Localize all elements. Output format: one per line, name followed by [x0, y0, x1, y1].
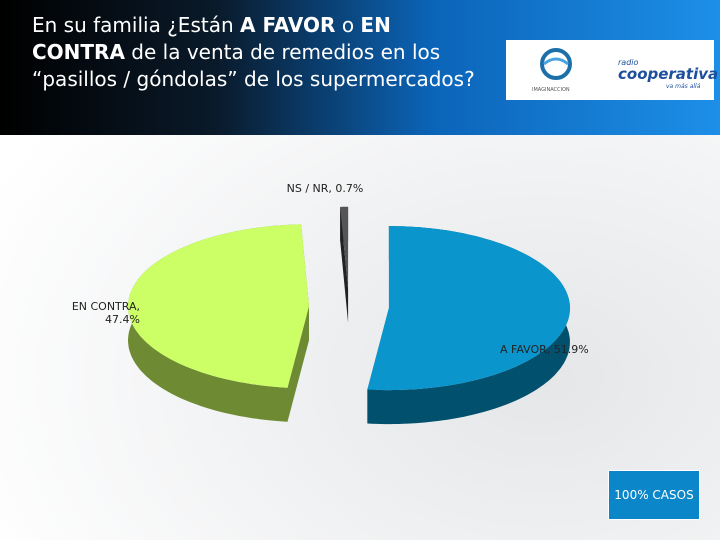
logo-text: radio [618, 58, 639, 67]
data-label: EN CONTRA, 47.4% [71, 300, 140, 326]
slice-side [287, 306, 309, 422]
logo: IMAGINACCION radio cooperativa va más al… [506, 40, 718, 100]
logo-text: cooperativa [618, 65, 719, 83]
title-part: A FAVOR [240, 13, 336, 37]
badge: 100% CASOS [608, 470, 700, 520]
title-part: En su familia ¿Están [32, 13, 240, 37]
logo-text: va más allá [666, 83, 701, 90]
slice [340, 206, 349, 289]
title-part: de la venta de remedios en los “pasillos… [32, 40, 475, 91]
header: En su familia ¿Están A FAVOR o EN CONTRA… [0, 0, 720, 135]
logo-text: IMAGINACCION [532, 87, 570, 93]
slide-title: En su familia ¿Están A FAVOR o EN CONTRA… [32, 12, 482, 93]
logo-icon [540, 48, 572, 80]
title-part: o [335, 13, 361, 37]
data-label: A FAVOR, 51.9% [500, 343, 589, 356]
data-label: NS / NR, 0.7% [286, 182, 364, 195]
title-part: EN CONTRA [32, 13, 391, 64]
slice [128, 224, 309, 388]
slice [367, 226, 570, 391]
